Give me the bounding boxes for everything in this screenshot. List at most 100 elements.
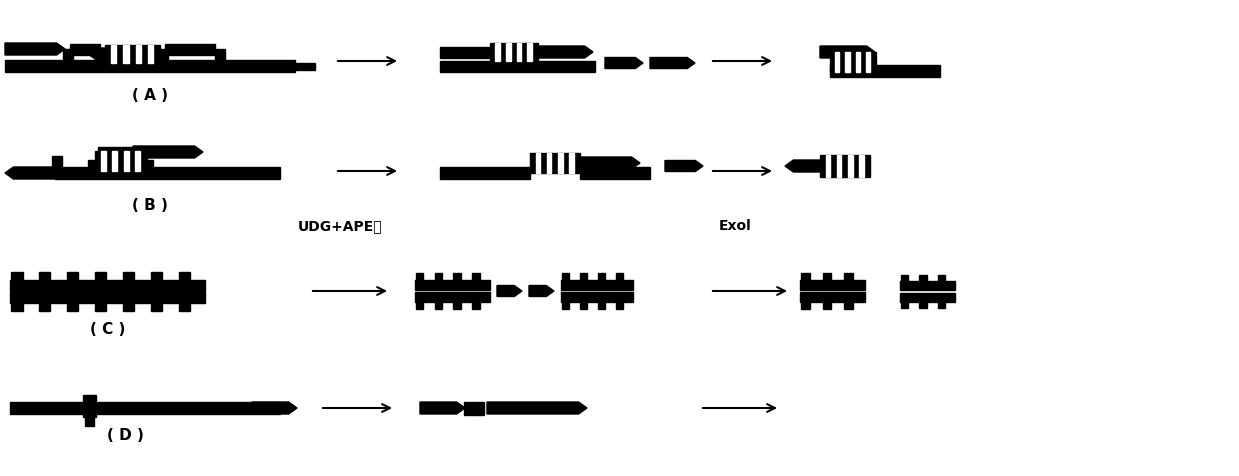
Polygon shape	[487, 402, 587, 414]
Bar	[847, 155, 852, 177]
Polygon shape	[497, 286, 522, 297]
Bar	[95, 271, 107, 279]
Bar	[216, 49, 225, 63]
Bar	[123, 271, 134, 279]
Polygon shape	[538, 46, 593, 58]
Bar	[67, 303, 78, 310]
Bar	[98, 147, 133, 157]
Bar	[112, 45, 116, 63]
Bar	[63, 49, 73, 63]
Bar	[835, 52, 840, 72]
Bar	[535, 153, 540, 173]
Text: ( A ): ( A )	[133, 89, 169, 103]
Bar	[802, 273, 810, 280]
Bar	[830, 65, 940, 77]
Text: UDG+APE酶: UDG+APE酶	[297, 219, 383, 233]
Bar	[416, 302, 424, 309]
Bar	[40, 271, 51, 279]
Bar	[84, 414, 93, 426]
Bar	[823, 273, 831, 280]
Bar	[105, 45, 160, 63]
Bar	[415, 292, 489, 302]
Polygon shape	[529, 286, 554, 297]
Text: Exol: Exol	[719, 219, 751, 233]
Bar	[569, 153, 574, 173]
Bar	[598, 302, 605, 309]
Bar	[178, 303, 190, 310]
Bar	[558, 153, 563, 173]
Bar	[856, 52, 860, 72]
Bar	[845, 52, 850, 72]
Bar	[40, 303, 51, 310]
Bar	[165, 43, 216, 54]
Polygon shape	[88, 48, 108, 60]
Bar	[83, 395, 95, 417]
Bar	[472, 302, 479, 309]
Bar	[142, 160, 152, 178]
Bar	[825, 155, 830, 177]
Bar	[159, 49, 169, 63]
Bar	[435, 273, 442, 280]
Text: ( C ): ( C )	[90, 321, 125, 337]
Bar	[67, 271, 78, 279]
Bar	[900, 280, 955, 289]
Polygon shape	[605, 58, 643, 69]
Bar	[55, 167, 280, 179]
Polygon shape	[252, 402, 297, 414]
Bar	[90, 281, 105, 301]
Bar	[453, 302, 461, 309]
Bar	[561, 292, 633, 302]
Bar	[866, 52, 870, 72]
Bar	[901, 301, 908, 307]
Bar	[580, 273, 587, 280]
Bar	[489, 43, 538, 61]
Bar	[415, 280, 489, 290]
Bar	[616, 302, 623, 309]
Bar	[859, 155, 864, 177]
Bar	[472, 273, 479, 280]
Bar	[95, 402, 280, 414]
Bar	[530, 153, 580, 173]
Text: ( D ): ( D )	[107, 428, 144, 444]
Bar	[802, 302, 810, 309]
Polygon shape	[580, 157, 641, 169]
Text: ( B ): ( B )	[133, 198, 169, 214]
Bar	[561, 280, 633, 290]
Bar	[919, 275, 927, 280]
Polygon shape	[133, 146, 203, 158]
Bar	[5, 60, 295, 72]
Bar	[95, 151, 147, 171]
Bar	[97, 49, 107, 63]
Bar	[528, 43, 532, 61]
Bar	[453, 273, 461, 280]
Bar	[151, 271, 162, 279]
Bar	[580, 167, 650, 179]
Bar	[10, 402, 85, 414]
Bar	[151, 303, 162, 310]
Bar	[616, 273, 623, 280]
Bar	[440, 60, 595, 71]
Polygon shape	[420, 402, 465, 414]
Bar	[563, 273, 569, 280]
Bar	[135, 45, 141, 63]
Bar	[901, 275, 908, 280]
Bar	[113, 151, 118, 171]
Bar	[506, 43, 510, 61]
Bar	[800, 280, 865, 290]
Bar	[823, 302, 831, 309]
Bar	[563, 302, 569, 309]
Bar	[938, 301, 945, 307]
Bar	[416, 273, 424, 280]
Bar	[178, 271, 190, 279]
Bar	[836, 155, 841, 177]
Bar	[598, 273, 605, 280]
Bar	[580, 302, 587, 309]
Bar	[295, 62, 315, 69]
Bar	[435, 302, 442, 309]
Bar	[845, 273, 854, 280]
Bar	[800, 292, 865, 302]
Bar	[820, 155, 870, 177]
Bar	[830, 52, 876, 72]
Bar	[517, 43, 522, 61]
Bar	[845, 302, 854, 309]
